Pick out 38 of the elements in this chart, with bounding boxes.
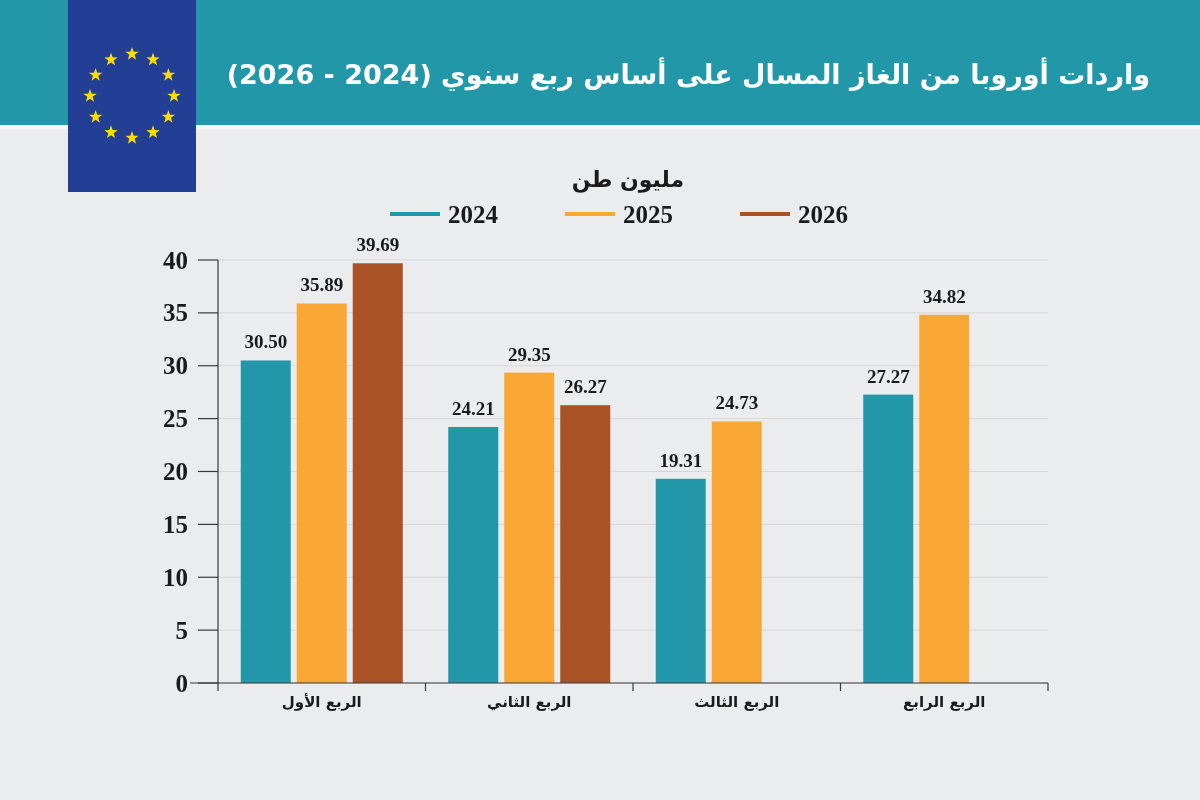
data-label: 19.31: [659, 449, 703, 471]
legend-label: 2026: [798, 200, 848, 228]
bar: [448, 426, 499, 683]
bar: [711, 421, 762, 683]
y-tick-label: 30: [163, 352, 188, 380]
bar: [655, 478, 706, 683]
data-label: 35.89: [300, 274, 344, 296]
bar: [560, 405, 611, 683]
data-label: 24.21: [451, 397, 495, 419]
y-tick-label: 20: [163, 458, 188, 485]
data-label: 34.82: [922, 285, 966, 307]
bar: [352, 263, 403, 683]
data-label: 24.73: [715, 392, 759, 414]
data-label: 30.50: [244, 331, 288, 353]
bar: [863, 394, 914, 683]
y-tick-label: 40: [163, 246, 188, 274]
y-axis-title: مليون طن: [571, 167, 685, 193]
y-tick-label: 25: [163, 405, 188, 433]
y-tick-label: 10: [163, 563, 188, 591]
x-tick-label: الربع الثاني: [486, 693, 572, 711]
y-tick-label: 5: [175, 616, 188, 644]
bar: [504, 372, 555, 683]
legend-label: 2024: [448, 200, 499, 228]
chart-title: واردات أوروبا من الغاز المسال على أساس ربع سنوي (2024 - 2026): [226, 57, 1150, 91]
data-label: 26.27: [563, 376, 608, 398]
data-label: 27.27: [866, 365, 911, 387]
x-tick-label: الربع الثالث: [694, 693, 780, 711]
x-tick-label: الربع الأول: [281, 693, 362, 711]
y-tick-label: 15: [163, 510, 188, 538]
y-tick-label: 0: [175, 669, 188, 697]
bar: [240, 360, 291, 683]
data-label: 39.69: [356, 234, 400, 256]
data-label: 29.35: [507, 343, 551, 365]
x-tick-label: الربع الرابع: [903, 693, 986, 711]
bar: [919, 314, 970, 683]
y-tick-label: 35: [163, 299, 188, 327]
legend-label: 2025: [623, 200, 673, 228]
bar: [296, 303, 347, 683]
